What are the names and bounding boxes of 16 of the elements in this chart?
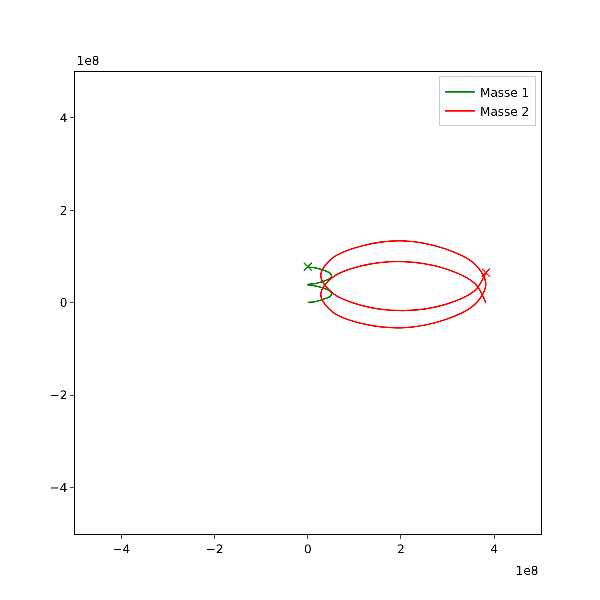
x-tick-label: 2	[397, 542, 406, 556]
line-series	[320, 240, 487, 329]
x-tick-label: −4	[112, 542, 130, 556]
x-tick-label: −2	[206, 542, 224, 556]
text: 1e8	[77, 54, 100, 68]
y-tick-label: 4	[60, 111, 68, 126]
y-tick-label: −4	[50, 481, 68, 495]
y-tick-label: −2	[50, 388, 68, 403]
legend-label: Masse 1	[480, 86, 530, 100]
x-tick-label: 0	[304, 542, 312, 556]
text: 1e8	[516, 564, 539, 578]
y-tick-label: 0	[60, 296, 68, 310]
legend-label: Masse 2	[480, 104, 530, 119]
line-series	[307, 266, 333, 304]
x-tick-label: 4	[490, 542, 498, 556]
y-tick-label: 2	[60, 204, 68, 218]
